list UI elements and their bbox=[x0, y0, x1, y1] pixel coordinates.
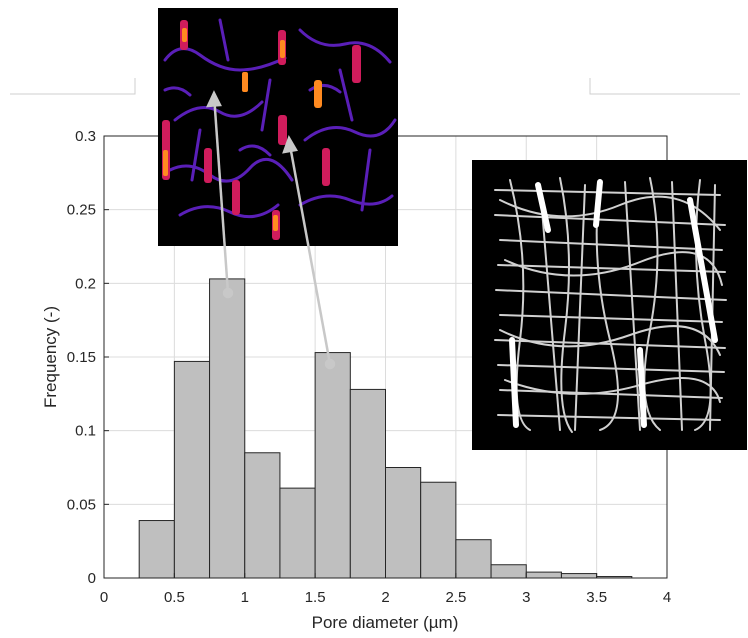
histogram-bar bbox=[173, 360, 211, 579]
arrow-peak-1-origin bbox=[222, 287, 234, 299]
arrow-peak-2-head bbox=[282, 135, 298, 154]
x-tick-label: 0.5 bbox=[164, 589, 185, 606]
histogram-bar bbox=[385, 467, 422, 579]
y-tick-label: 0.1 bbox=[75, 423, 96, 440]
pore-map-inset bbox=[158, 8, 398, 246]
y-tick-label: 0.05 bbox=[67, 496, 96, 513]
histogram-bar bbox=[138, 520, 175, 579]
figure-frame-line bbox=[10, 78, 740, 95]
x-tick-label: 4 bbox=[663, 589, 671, 606]
x-tick-label: 2 bbox=[381, 589, 389, 606]
histogram-bar bbox=[455, 539, 492, 579]
x-axis-ticks: 0 0.5 1 1.5 2 2.5 3 3.5 4 bbox=[100, 573, 671, 606]
x-tick-label: 3.5 bbox=[586, 589, 607, 606]
x-tick-label: 2.5 bbox=[445, 589, 466, 606]
y-axis-ticks: 0 0.05 0.1 0.15 0.2 0.25 0.3 bbox=[67, 128, 109, 587]
x-tick-label: 1 bbox=[241, 589, 249, 606]
histogram-bar bbox=[420, 481, 457, 579]
histogram-bar bbox=[560, 573, 598, 579]
y-tick-label: 0 bbox=[88, 570, 96, 587]
arrow-peak-1-head bbox=[205, 90, 222, 108]
histogram-bars bbox=[138, 278, 633, 579]
y-tick-label: 0.2 bbox=[75, 275, 96, 292]
histogram-bar bbox=[244, 452, 281, 579]
arrow-peak-2 bbox=[287, 139, 332, 365]
3d-network-inset bbox=[472, 160, 747, 450]
x-tick-label: 1.5 bbox=[305, 589, 326, 606]
y-axis-label: Frequency (-) bbox=[41, 306, 60, 408]
x-axis-label: Pore diameter (µm) bbox=[312, 613, 459, 632]
histogram-bar bbox=[279, 487, 316, 579]
arrow-peak-2-origin bbox=[324, 358, 336, 370]
histogram-bar bbox=[209, 278, 246, 579]
arrow-peak-1 bbox=[212, 94, 230, 294]
histogram-bar bbox=[490, 564, 527, 579]
y-tick-label: 0.15 bbox=[67, 349, 96, 366]
histogram-bar bbox=[525, 571, 562, 579]
y-tick-label: 0.25 bbox=[67, 202, 96, 219]
histogram-bar bbox=[314, 352, 351, 579]
annotation-arrows bbox=[205, 90, 336, 370]
histogram-bar bbox=[349, 388, 386, 579]
y-tick-label: 0.3 bbox=[75, 128, 96, 145]
x-tick-label: 3 bbox=[522, 589, 530, 606]
x-tick-label: 0 bbox=[100, 589, 108, 606]
